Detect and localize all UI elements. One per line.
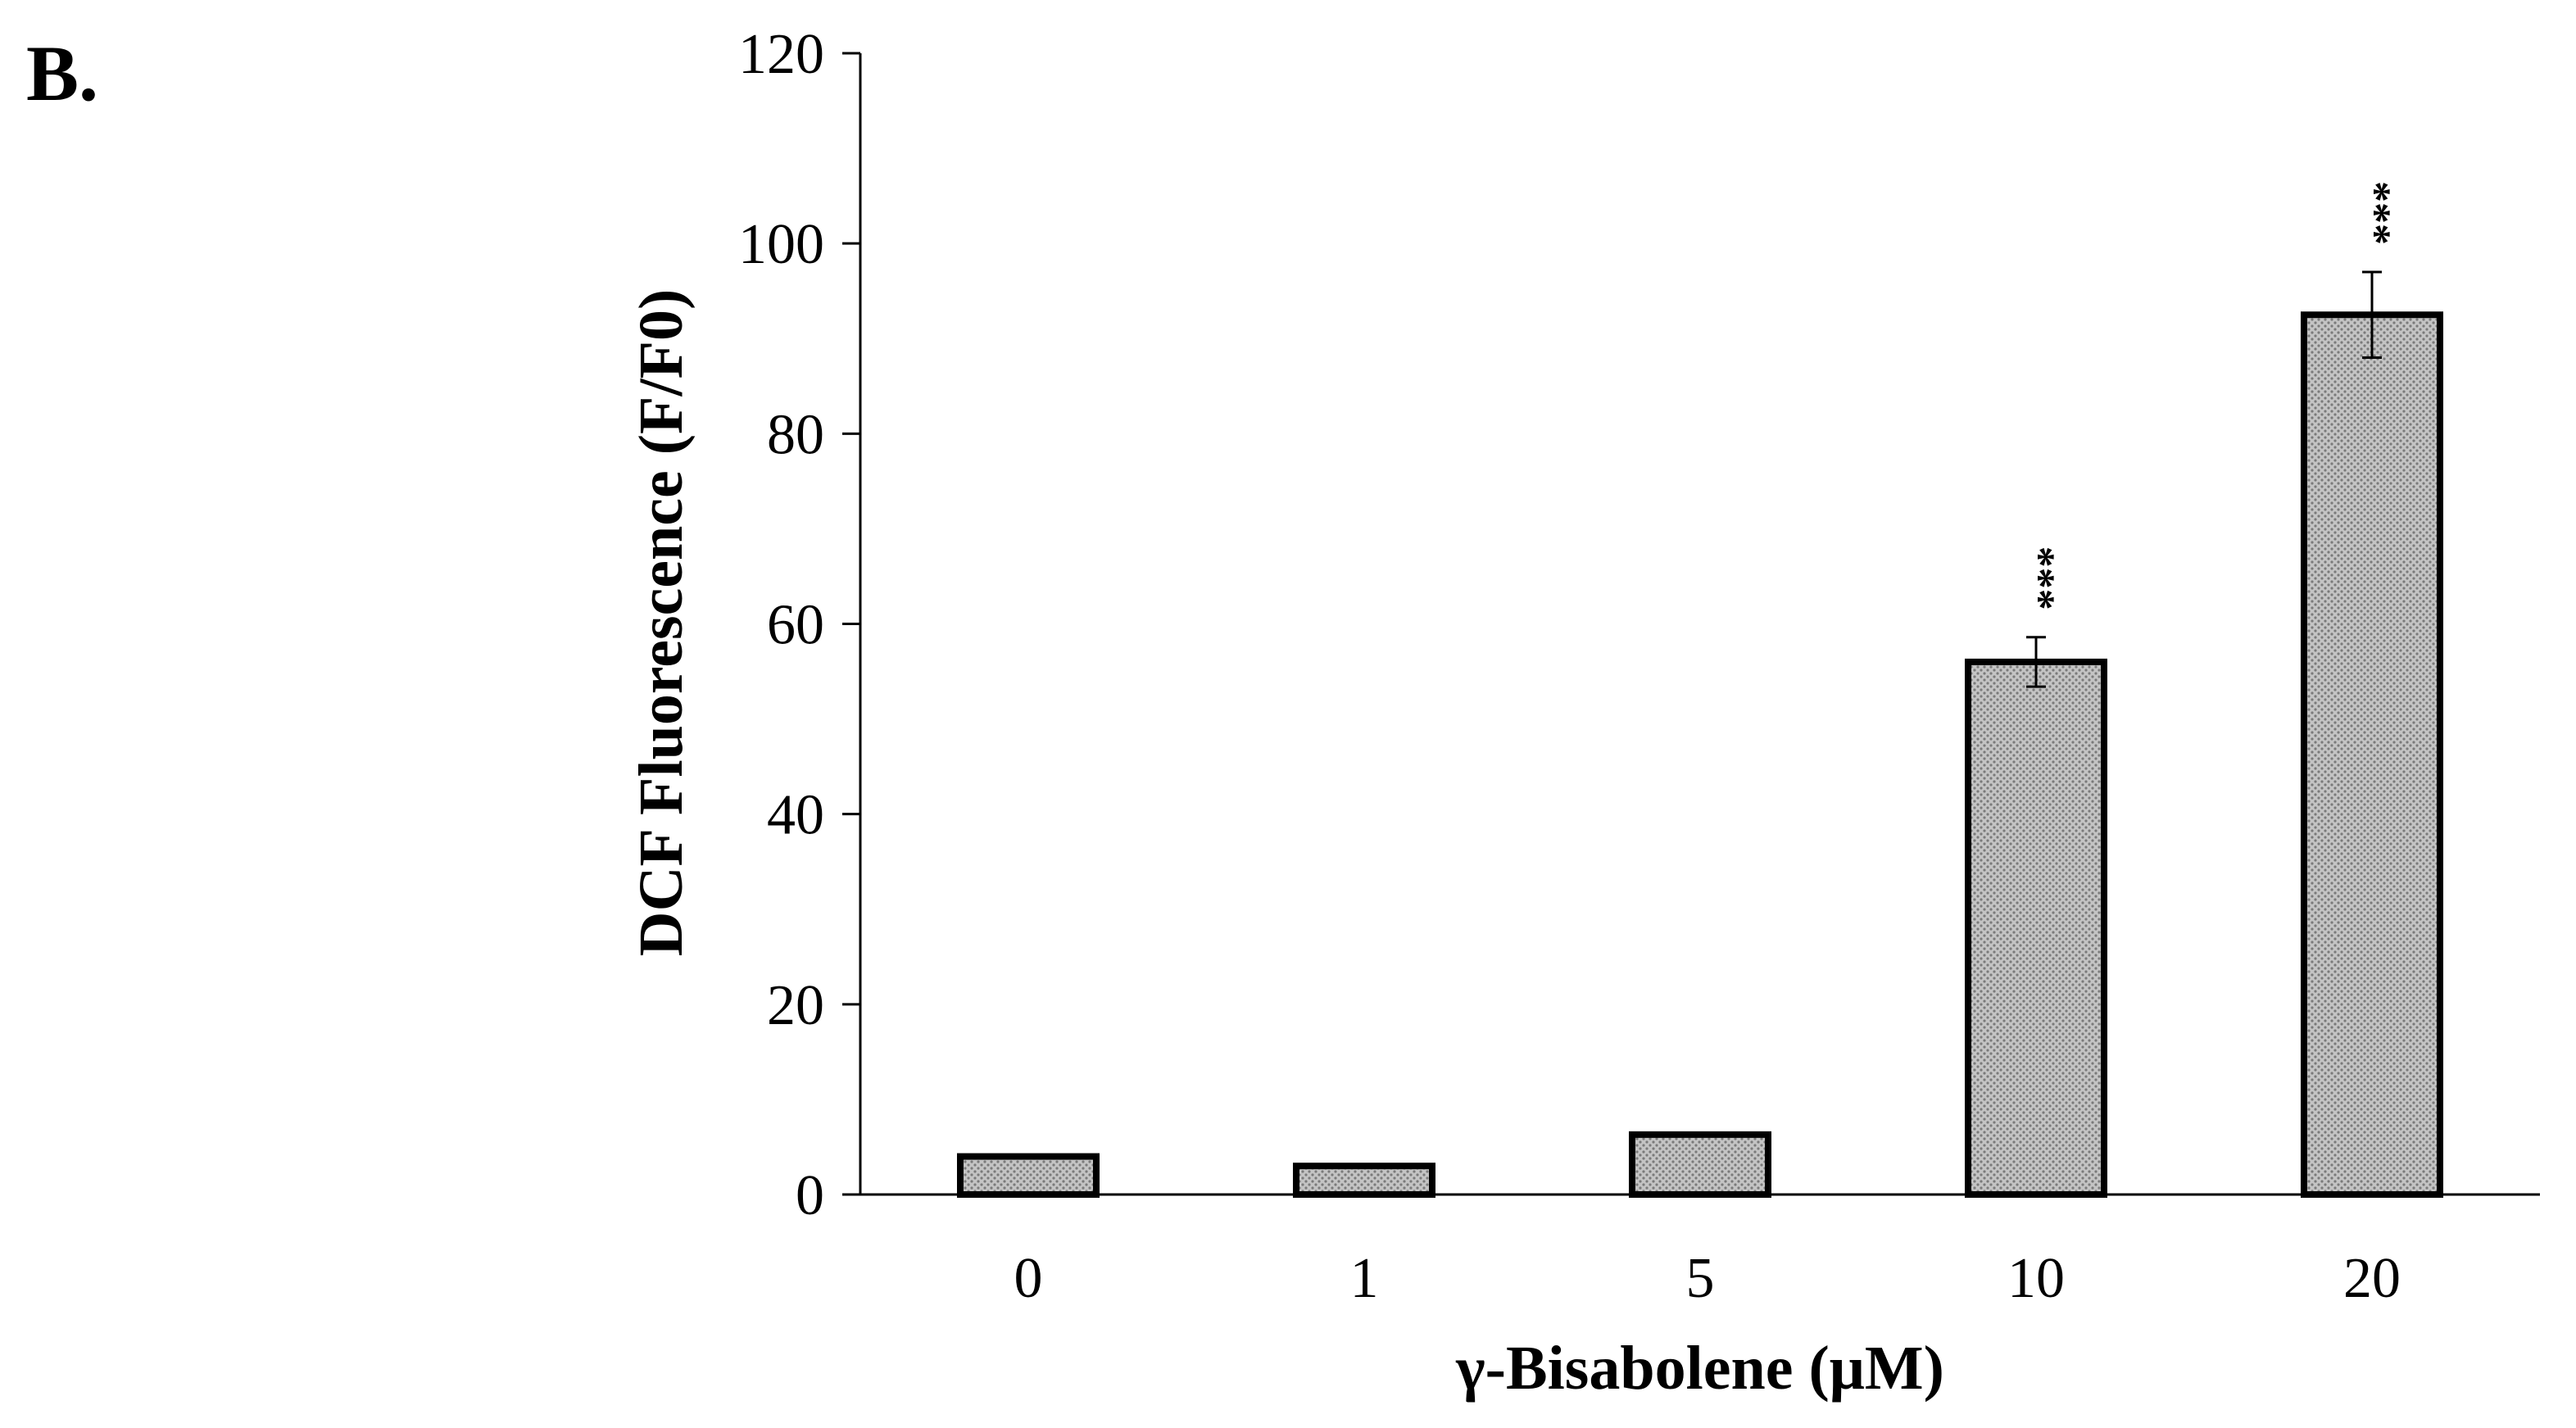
x-tick-label: 1 [1350,1247,1379,1310]
x-tick-label: 0 [1014,1247,1043,1310]
bar [2301,311,2443,1199]
x-tick-label: 5 [1686,1247,1715,1310]
x-axis: 0 1 5 10 20 [860,1193,2540,1310]
bar [957,1153,1100,1198]
significance-label: *** [2016,546,2063,610]
y-tick-label: 40 [767,784,824,847]
x-tick-label: 20 [2343,1247,2401,1310]
y-axis: 0 20 40 60 80 100 120 [738,23,862,1227]
bars: *** *** [957,181,2443,1199]
panel-label: B. [26,29,98,117]
x-axis-title: γ-Bisabolene (μM) [1455,1334,1944,1403]
y-tick-label: 20 [767,974,824,1037]
y-tick-label: 100 [738,213,824,276]
bar [1293,1163,1435,1199]
significance-label: *** [2352,181,2399,245]
y-axis-title: DCF Fluorescence (F/F0) [627,289,696,957]
y-tick-label: 60 [767,594,824,657]
bar [1965,658,2107,1198]
y-tick-label: 80 [767,403,824,466]
bar [1629,1131,1771,1199]
x-tick-label: 10 [2007,1247,2065,1310]
y-tick-label: 0 [796,1164,824,1227]
y-tick-label: 120 [738,23,824,86]
